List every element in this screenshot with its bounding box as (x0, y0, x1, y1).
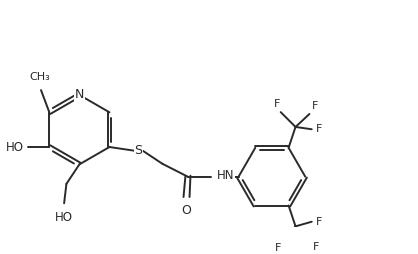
Text: CH₃: CH₃ (30, 72, 51, 82)
Text: HN: HN (217, 169, 234, 182)
Text: HO: HO (55, 211, 73, 224)
Text: O: O (181, 204, 191, 217)
Text: F: F (274, 99, 280, 109)
Text: F: F (313, 242, 319, 252)
Text: S: S (134, 144, 142, 157)
Text: F: F (316, 124, 322, 134)
Text: N: N (75, 88, 84, 101)
Text: F: F (312, 101, 319, 111)
Text: F: F (316, 217, 322, 227)
Text: HO: HO (6, 140, 24, 153)
Text: F: F (275, 243, 281, 253)
